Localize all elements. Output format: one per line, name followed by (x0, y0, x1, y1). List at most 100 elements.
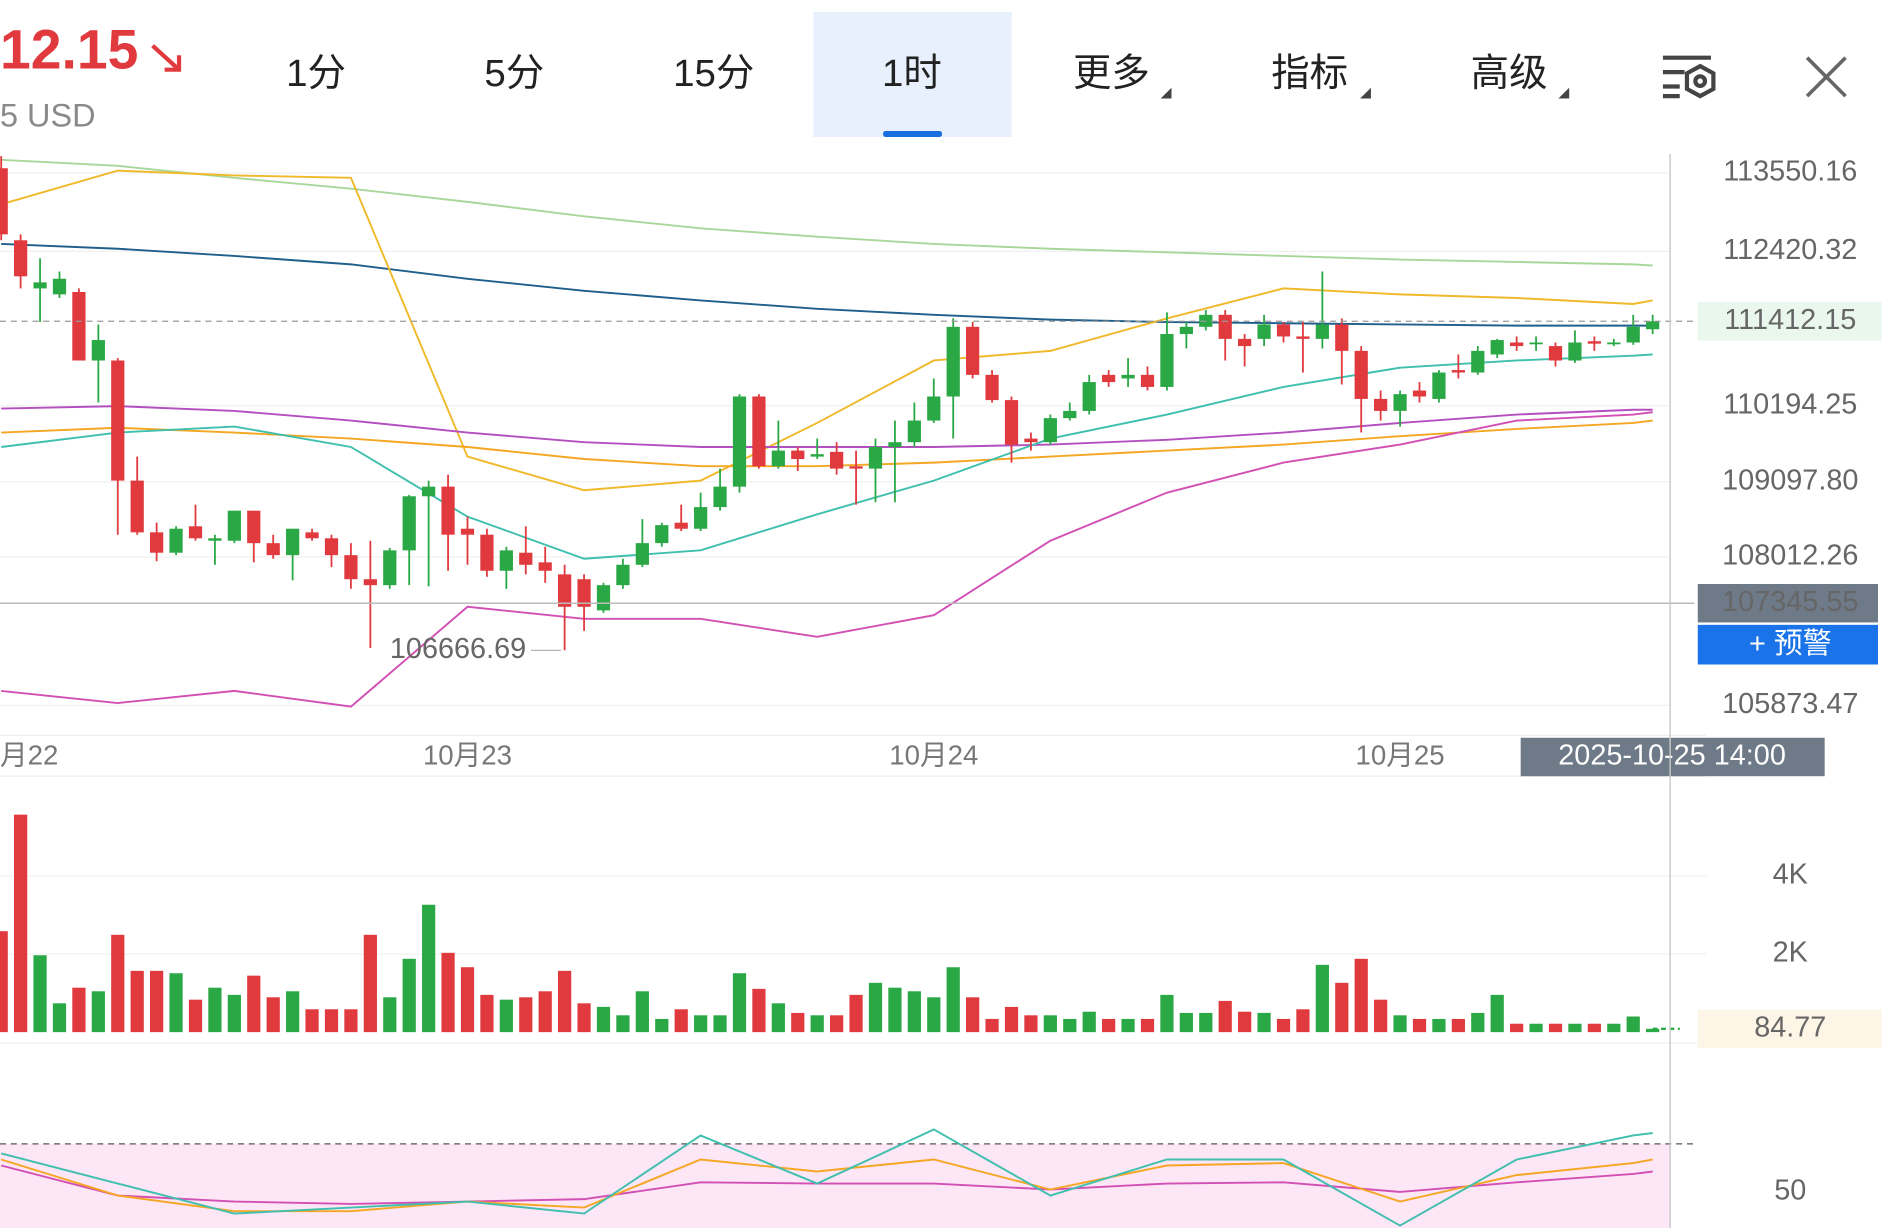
volume-bar (1451, 1018, 1465, 1033)
volume-bar (1082, 1011, 1096, 1033)
candle-body (966, 326, 980, 375)
y-tick-label: 113550.16 (1723, 156, 1857, 188)
tab[interactable]: 5分 (484, 52, 544, 95)
candle-body (674, 522, 688, 529)
volume-bar (130, 970, 144, 1033)
candle-body (868, 446, 883, 469)
candle-body (130, 480, 144, 533)
indicator-line (1, 411, 1653, 708)
y-tick-label: 108012.26 (1722, 540, 1858, 572)
tab[interactable]: 15分 (673, 52, 754, 95)
candle-body (247, 510, 261, 544)
candle-body (1490, 340, 1504, 355)
volume-bar (33, 955, 47, 1033)
alert-button-bg[interactable] (1697, 624, 1878, 665)
candle-body (577, 579, 591, 607)
volume-bar (91, 991, 105, 1033)
indicator-line (1, 158, 1653, 267)
candle-body (752, 396, 766, 467)
candle-body (14, 240, 28, 277)
volume-bar (1412, 1018, 1427, 1033)
candle-body (1471, 350, 1485, 373)
volume-bar (499, 999, 513, 1033)
volume-bar (1199, 1012, 1213, 1033)
volume-bar (14, 814, 28, 1033)
volume-bar (1004, 1006, 1019, 1033)
tab[interactable]: 高级 (1471, 52, 1548, 95)
volume-bar (188, 999, 203, 1033)
volume-bar (0, 931, 8, 1033)
close-button[interactable] (1805, 56, 1847, 98)
volume-bar (674, 1009, 688, 1033)
candle-body (849, 466, 863, 469)
volume-bar (1315, 964, 1329, 1033)
candle-body (771, 450, 785, 467)
indicator-line (0, 1128, 1653, 1227)
candle-body (422, 486, 436, 497)
tab[interactable]: 1时 (882, 52, 942, 95)
volume-bar (713, 1015, 727, 1033)
volume-bar (1548, 1023, 1563, 1033)
volume-bar (247, 975, 261, 1033)
indicator-line (0, 169, 1653, 492)
candle-body (1024, 438, 1038, 443)
volume-bar (655, 1018, 669, 1033)
volume-bar (1043, 1015, 1057, 1033)
candle-body (1063, 410, 1077, 419)
plot-area: 113550.16 112420.32 110194.25 109097.80 1080… (0, 156, 1882, 1228)
candle-body (402, 496, 416, 551)
candle-body (1374, 398, 1388, 411)
candle-body (363, 579, 377, 586)
candle-body (946, 326, 960, 397)
candle-body (596, 585, 611, 611)
volume-bar (791, 1012, 805, 1033)
candle-body (1160, 334, 1174, 387)
volume-bar (538, 991, 552, 1033)
volume-bar (227, 994, 241, 1033)
volume-bar (946, 967, 960, 1033)
candle-body (72, 292, 86, 361)
y-tick-label: 4K (1773, 859, 1808, 891)
candle-body (324, 538, 339, 556)
volume-bar (1607, 1023, 1621, 1033)
candle-body (732, 396, 747, 487)
candle-body (1626, 326, 1640, 343)
last-price-label: 111412.15 (1724, 304, 1856, 336)
volume-bar (985, 1018, 999, 1033)
volume-bar (907, 991, 921, 1033)
candle-body (33, 282, 47, 289)
tab[interactable]: 1分 (286, 52, 346, 95)
volume-bar (266, 997, 280, 1033)
volume-bar (810, 1015, 824, 1033)
volume-bar (1140, 1018, 1155, 1033)
candle-body (810, 454, 824, 457)
candle-body (1587, 341, 1601, 344)
candle-body (1102, 374, 1116, 383)
y-tick-label: 112420.32 (1723, 234, 1857, 266)
alert-button[interactable]: + 预警 (1749, 628, 1832, 660)
candle-body (713, 486, 727, 508)
last-price-box (1697, 302, 1882, 341)
candle-body (480, 534, 494, 571)
candle-body (558, 574, 572, 607)
crosshair-date-box (1520, 737, 1825, 777)
volume-bar (868, 982, 883, 1033)
candle-body (52, 278, 67, 295)
volume-bar (1646, 1028, 1660, 1033)
candle-body (1238, 338, 1252, 347)
candle-body (1335, 324, 1349, 351)
settings-icon[interactable] (1662, 55, 1716, 99)
candle-body (460, 528, 475, 535)
tab[interactable]: 更多 (1073, 52, 1150, 95)
candle-body (1276, 324, 1291, 337)
tab[interactable]: 指标 (1271, 52, 1348, 95)
volume-bar (1626, 1016, 1640, 1033)
header: 12.15 5 USD 1分 5分 15分 1时 更多 指标 高级 (0, 12, 1847, 137)
volume-bar (169, 973, 183, 1033)
candle-body (616, 564, 630, 586)
candle-body (150, 532, 164, 553)
candle-body (830, 451, 844, 469)
volume-bar (402, 958, 416, 1033)
